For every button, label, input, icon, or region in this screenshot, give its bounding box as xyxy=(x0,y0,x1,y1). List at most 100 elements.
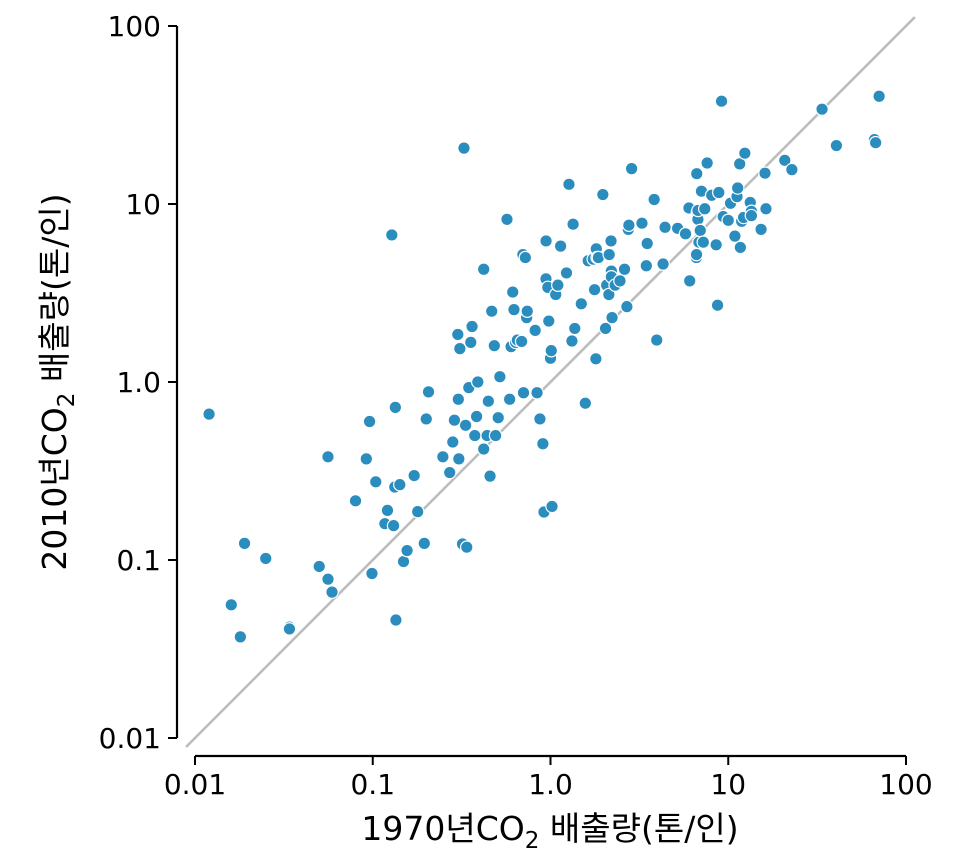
data-point xyxy=(622,218,636,233)
data-point xyxy=(568,321,582,336)
data-point xyxy=(362,414,377,429)
x-tick-label: 10 xyxy=(710,768,746,801)
data-point xyxy=(544,343,559,358)
data-point xyxy=(469,409,484,424)
data-point xyxy=(566,217,580,232)
data-point xyxy=(682,274,697,288)
data-point xyxy=(393,477,407,492)
data-point xyxy=(321,572,335,587)
data-point xyxy=(777,153,792,168)
y-tick-label: 0.1 xyxy=(116,544,161,577)
x-tick-label: 1.0 xyxy=(528,768,573,801)
data-point xyxy=(733,240,748,255)
data-point xyxy=(700,156,714,170)
data-point xyxy=(551,278,565,292)
y-tick-label: 1.0 xyxy=(116,366,161,399)
data-point xyxy=(451,392,466,407)
data-point xyxy=(452,452,466,466)
data-point xyxy=(624,161,639,176)
data-point xyxy=(233,630,248,644)
data-point xyxy=(484,304,499,318)
data-point xyxy=(417,536,432,551)
data-point xyxy=(359,452,374,466)
data-point xyxy=(471,375,485,389)
y-axis-ticks: 0.01 0.1 1.0 10 100 xyxy=(99,10,177,755)
data-point xyxy=(419,412,434,426)
data-point xyxy=(635,216,649,231)
data-point xyxy=(647,192,661,207)
data-point xyxy=(380,503,395,518)
data-point xyxy=(602,287,616,302)
data-point xyxy=(689,247,704,262)
data-point xyxy=(872,89,886,104)
data-point xyxy=(224,598,239,612)
data-point xyxy=(545,499,559,514)
data-point xyxy=(476,442,491,456)
x-axis-title: 1970년CO2 배출량(톤/인) xyxy=(361,809,738,854)
data-point xyxy=(493,369,507,384)
data-point xyxy=(559,266,574,280)
data-point xyxy=(602,247,617,262)
data-point xyxy=(447,413,462,428)
data-point xyxy=(365,566,379,581)
data-point xyxy=(539,234,553,248)
y-tick-label: 100 xyxy=(108,10,161,43)
y-axis-title: 2010년CO2 배출량(톤/인) xyxy=(35,193,80,570)
data-point xyxy=(562,177,576,192)
data-point xyxy=(541,314,556,328)
data-point xyxy=(465,319,479,334)
data-point xyxy=(617,262,632,277)
y-tick-label: 0.01 xyxy=(99,722,161,755)
data-point xyxy=(481,394,496,409)
data-point xyxy=(528,323,542,338)
data-point xyxy=(574,296,589,311)
data-point xyxy=(640,236,655,251)
data-point xyxy=(507,302,521,317)
data-point xyxy=(451,327,465,342)
data-point xyxy=(386,518,401,533)
data-point xyxy=(589,352,603,366)
data-point xyxy=(348,494,363,508)
data-point xyxy=(712,185,726,200)
y-tick-label: 10 xyxy=(125,188,161,221)
data-point xyxy=(868,135,883,150)
data-point xyxy=(785,162,799,177)
data-point xyxy=(282,622,297,636)
identity-reference-line xyxy=(185,16,916,748)
data-point xyxy=(758,166,772,180)
data-point xyxy=(738,146,752,160)
data-point xyxy=(587,282,602,297)
data-point xyxy=(518,250,533,265)
data-point xyxy=(467,428,482,443)
data-point xyxy=(605,310,619,325)
data-point xyxy=(697,201,712,216)
data-point xyxy=(502,392,517,407)
data-point xyxy=(744,208,759,223)
data-points xyxy=(202,89,886,644)
data-point xyxy=(483,469,497,483)
data-point xyxy=(754,222,768,237)
data-point xyxy=(457,141,471,155)
data-point xyxy=(488,428,503,443)
data-point xyxy=(325,585,339,599)
data-point xyxy=(202,407,216,421)
data-point xyxy=(476,262,491,277)
data-point xyxy=(421,385,436,399)
data-point xyxy=(533,412,547,426)
x-tick-label: 100 xyxy=(879,768,932,801)
data-point xyxy=(258,551,273,566)
data-point xyxy=(530,385,544,400)
data-point xyxy=(815,102,829,116)
data-point xyxy=(458,418,473,433)
data-point xyxy=(321,449,335,464)
data-point xyxy=(639,258,654,273)
data-point xyxy=(565,334,579,348)
data-point xyxy=(721,213,736,228)
data-point xyxy=(710,298,725,313)
x-axis-ticks: 0.01 0.1 1.0 10 100 xyxy=(164,756,933,801)
data-point xyxy=(407,468,421,483)
data-point xyxy=(732,157,747,171)
data-point xyxy=(678,227,693,241)
data-point xyxy=(696,235,711,250)
data-point xyxy=(709,237,723,252)
